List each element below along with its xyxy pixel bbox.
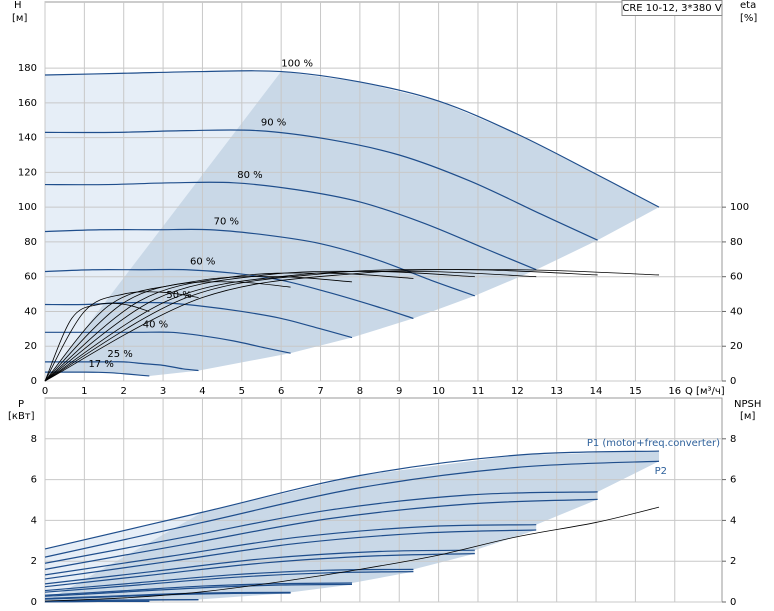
x-label: Q [м³/ч] [685, 386, 725, 397]
y2-unit: [%] [740, 13, 757, 24]
series-line [45, 331, 291, 354]
x-tick-label: 6 [278, 386, 284, 397]
x-tick-label: 14 [590, 386, 603, 397]
y-tick-label: 2 [31, 556, 37, 567]
y2-tick-label: 4 [730, 515, 736, 526]
x-tick-label: 7 [317, 386, 323, 397]
series-line [44, 553, 475, 588]
series-line [44, 129, 598, 241]
y-label: P [18, 399, 24, 410]
series-line [44, 70, 660, 208]
series-line [44, 281, 291, 382]
x-tick-label: 1 [81, 386, 87, 397]
y2-tick-label: 6 [730, 475, 736, 486]
series-line [44, 302, 150, 382]
y-tick-label: 0 [31, 376, 37, 387]
curve-label: 50 % [166, 290, 191, 301]
x-tick-label: 13 [550, 386, 563, 397]
curve-label: P2 [655, 466, 667, 477]
series-line [44, 460, 660, 558]
curve-label: 70 % [214, 217, 239, 228]
series-line [44, 506, 660, 602]
series-line [44, 498, 598, 570]
x-tick-label: 0 [42, 386, 48, 397]
x-tick-label: 10 [432, 386, 445, 397]
y-tick-label: 40 [24, 306, 37, 317]
curve-label: P1 (motor+freq.converter) [587, 438, 720, 449]
y-tick-label: 140 [18, 133, 37, 144]
x-tick-label: 3 [160, 386, 166, 397]
series-line [44, 291, 199, 382]
series-line [44, 276, 353, 382]
x-tick-label: 15 [629, 386, 642, 397]
y-tick-label: 6 [31, 475, 37, 486]
y-tick-label: 8 [31, 434, 37, 445]
y2-label: NPSH [734, 399, 761, 410]
y-tick-label: 160 [18, 98, 37, 109]
series-line [44, 268, 414, 319]
y2-tick-label: 2 [730, 556, 736, 567]
y-tick-label: 4 [31, 515, 37, 526]
y2-label: eta [740, 0, 756, 11]
curve-label: 90 % [261, 118, 286, 129]
y-tick-label: 60 [24, 272, 37, 283]
series-line [44, 491, 598, 564]
curve-label: 40 % [143, 319, 168, 330]
series-line [44, 524, 537, 576]
series-line [44, 571, 414, 593]
y2-tick-label: 20 [730, 341, 743, 352]
series-line [44, 270, 537, 382]
x-tick-label: 16 [668, 386, 681, 397]
x-tick-label: 12 [511, 386, 524, 397]
series-line [45, 371, 150, 377]
y-tick-label: 20 [24, 341, 37, 352]
series-line [44, 583, 353, 597]
x-tick-label: 11 [472, 386, 485, 397]
x-tick-label: 5 [239, 386, 245, 397]
curve-label: 100 % [281, 59, 313, 70]
curve-label: 17 % [88, 359, 113, 370]
y2-tick-label: 80 [730, 237, 743, 248]
series-line [44, 582, 353, 596]
x-tick-label: 8 [357, 386, 363, 397]
series-line [44, 269, 660, 382]
y2-tick-label: 8 [730, 434, 736, 445]
series-line [44, 228, 476, 297]
operating-range [45, 451, 660, 602]
y-tick-label: 120 [18, 167, 37, 178]
x-tick-label: 9 [396, 386, 402, 397]
y-unit: [кВт] [8, 411, 35, 422]
series-line [44, 450, 660, 550]
y-unit: [м] [12, 13, 27, 24]
curve-label: 80 % [237, 170, 262, 181]
series-line [44, 181, 537, 271]
y-tick-label: 180 [18, 63, 37, 74]
curve-label: 25 % [107, 349, 132, 360]
chart-title: CRE 10-12, 3*380 V [622, 3, 721, 14]
title-box [621, 0, 723, 16]
series-line [44, 599, 199, 602]
series-line [45, 361, 199, 372]
series-line [44, 549, 475, 585]
series-line [44, 272, 414, 382]
curve-label: 60 % [190, 257, 215, 268]
y2-tick-label: 0 [730, 597, 736, 608]
y2-tick-label: 0 [730, 376, 736, 387]
series-line [44, 529, 537, 580]
y-tick-label: 100 [18, 202, 37, 213]
y2-tick-label: 100 [730, 202, 749, 213]
y2-tick-label: 40 [730, 306, 743, 317]
y-tick-label: 80 [24, 237, 37, 248]
y-label: H [14, 0, 22, 11]
y2-tick-label: 60 [730, 272, 743, 283]
y2-unit: [м] [740, 411, 755, 422]
x-tick-label: 2 [121, 386, 127, 397]
series-line [44, 270, 475, 382]
x-tick-label: 4 [199, 386, 205, 397]
y-tick-label: 0 [31, 597, 37, 608]
series-line [44, 301, 353, 339]
